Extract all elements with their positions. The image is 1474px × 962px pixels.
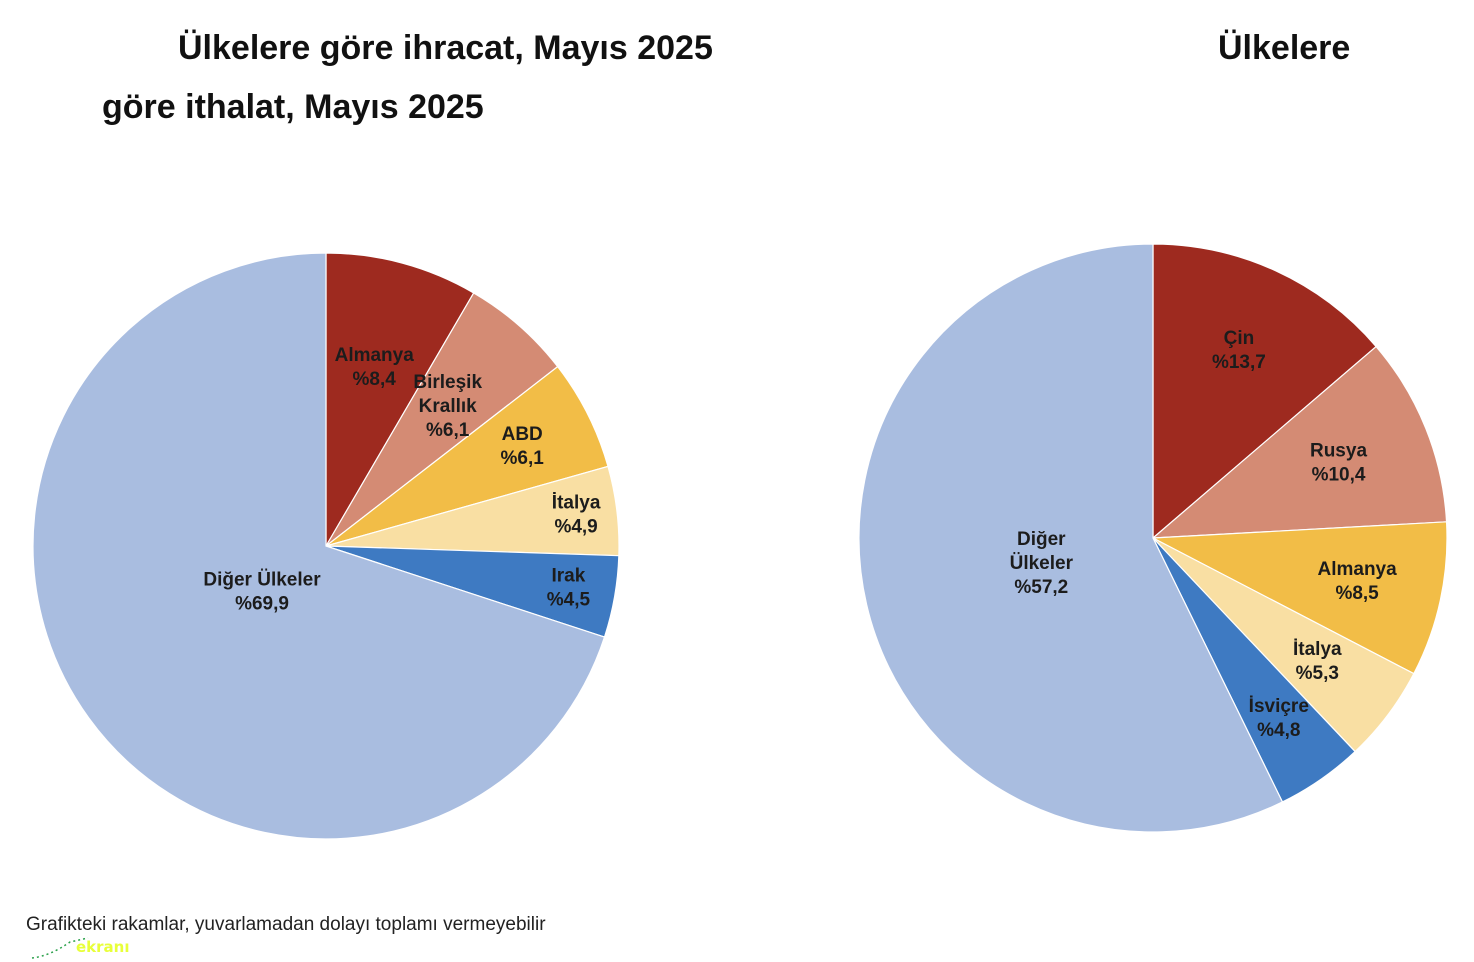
slice-label-1-0: Çin %13,7	[1212, 328, 1266, 373]
import-chart-title-part2: göre ithalat, Mayıs 2025	[102, 88, 484, 126]
pie-slice-0-5	[32, 252, 606, 840]
pie-slice-1-1	[1151, 345, 1448, 539]
slice-label-1-5: Diğer Ülkeler %57,2	[1010, 529, 1074, 598]
slice-label-0-5: Diğer Ülkeler %69,9	[203, 569, 321, 614]
slice-name-label: İsviçre	[1249, 696, 1309, 717]
pie-slice-0-0	[325, 252, 475, 549]
slice-label-0-1: Birleşik Krallık %6,1	[413, 372, 482, 441]
slice-label-0-0: Almanya %8,4	[335, 345, 415, 390]
slice-name-label: Almanya	[1317, 559, 1397, 580]
slice-label-1-4: İsviçre %4,8	[1249, 696, 1309, 741]
slice-value-label: %8,4	[353, 369, 397, 390]
slice-value-label: %4,5	[547, 590, 591, 611]
slice-value-label: %13,7	[1212, 352, 1266, 373]
watermark-logo: ekranı	[30, 936, 140, 960]
export-chart-title: Ülkelere göre ihracat, Mayıs 2025	[178, 29, 713, 67]
slice-name-label: Rusya	[1310, 441, 1367, 462]
slice-value-label: %69,9	[235, 593, 289, 614]
slice-value-label: %6,1	[426, 420, 470, 441]
slice-value-label: %4,8	[1257, 720, 1300, 741]
pie-slice-1-0	[1152, 243, 1377, 540]
slice-label-0-2: ABD %6,1	[501, 424, 545, 469]
slice-name-label: ABD	[502, 424, 543, 445]
slice-name-label: Ülkeler	[1010, 553, 1074, 574]
slice-label-1-3: İtalya %5,3	[1293, 639, 1342, 684]
slice-label-1-2: Almanya %8,5	[1317, 559, 1397, 604]
slice-name-label: Diğer Ülkeler	[203, 569, 321, 590]
slice-value-label: %6,1	[501, 448, 545, 469]
slice-name-label: Irak	[551, 566, 585, 587]
slice-name-label: Krallık	[419, 396, 478, 417]
slice-name-label: Diğer	[1017, 529, 1066, 550]
slice-name-label: Almanya	[335, 345, 415, 366]
import-chart-title-part1: Ülkelere	[1218, 29, 1351, 67]
slice-value-label: %4,9	[554, 517, 597, 538]
slice-name-label: İtalya	[1293, 639, 1342, 660]
footnote: Grafikteki rakamlar, yuvarlamadan dolayı…	[26, 914, 546, 935]
slice-label-0-4: Irak %4,5	[547, 566, 591, 611]
pie-slice-1-2	[1150, 521, 1448, 675]
slice-value-label: %5,3	[1296, 663, 1339, 684]
slice-label-0-3: İtalya %4,9	[552, 493, 601, 538]
pie-slice-1-5	[858, 243, 1284, 833]
slice-name-label: İtalya	[552, 493, 601, 514]
slice-value-label: %57,2	[1014, 577, 1068, 598]
logo-swoosh-icon	[31, 937, 89, 959]
slice-label-1-1: Rusya %10,4	[1310, 441, 1367, 486]
slice-value-label: %8,5	[1335, 583, 1379, 604]
slice-name-label: Birleşik	[413, 372, 482, 393]
export-pie-chart: Almanya %8,4 Birleşik Krallık %6,1 ABD %6,1 İta…	[32, 252, 620, 840]
logo-text: ekranı	[76, 938, 130, 956]
slice-name-label: Çin	[1224, 328, 1255, 349]
slice-value-label: %10,4	[1312, 465, 1366, 486]
